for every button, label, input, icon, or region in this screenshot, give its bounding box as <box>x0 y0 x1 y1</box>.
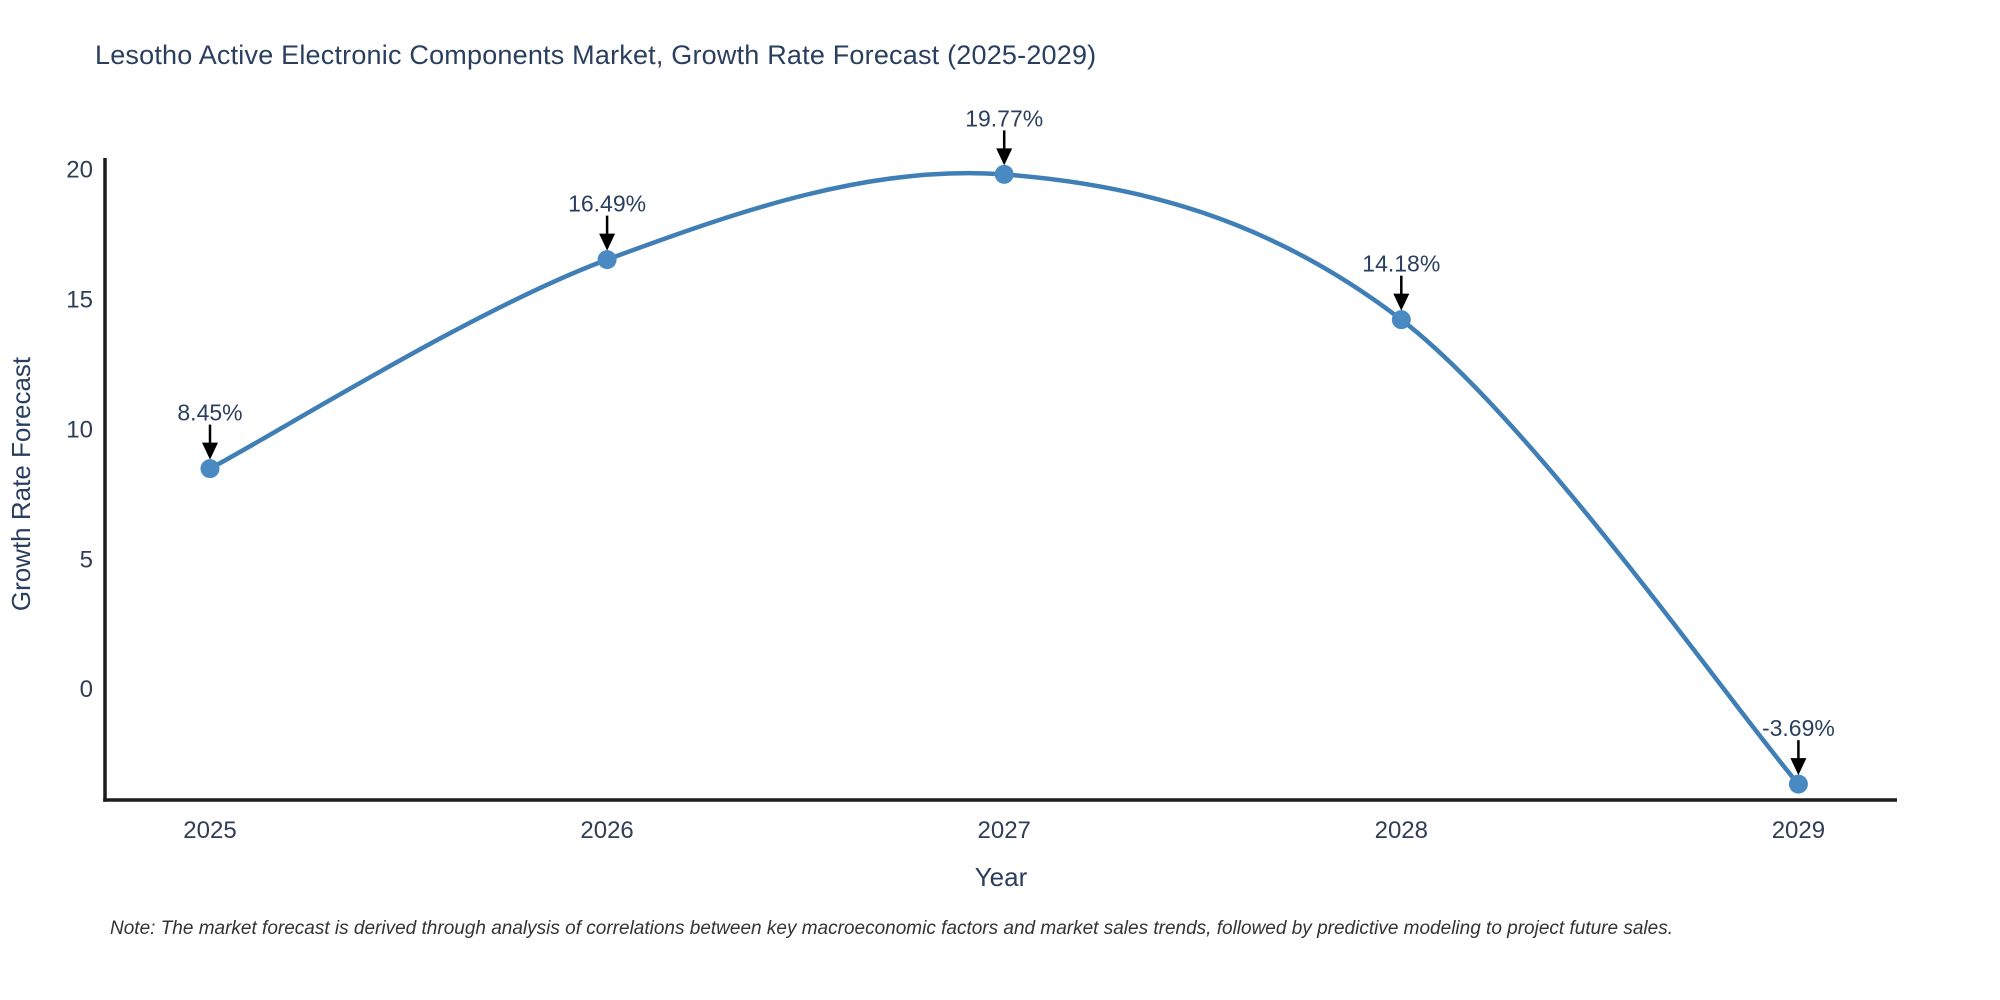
data-series <box>200 164 1808 794</box>
axis-tick-labels: 20 15 10 5 0 2025 2026 2027 2028 2029 <box>66 156 1825 844</box>
point-value-label: 8.45% <box>177 400 242 426</box>
data-point-marker <box>597 250 617 270</box>
annotation-arrowhead-icon <box>996 148 1013 166</box>
series-line <box>207 170 1801 787</box>
y-tick-label: 15 <box>66 286 93 313</box>
x-tick-label: 2025 <box>183 817 236 844</box>
point-value-label: 19.77% <box>965 105 1043 131</box>
annotation-arrowhead-icon <box>599 233 616 251</box>
x-tick-label: 2029 <box>1772 817 1825 844</box>
x-tick-label: 2028 <box>1375 817 1428 844</box>
x-axis-title: Year <box>975 862 1028 892</box>
y-tick-label: 5 <box>80 546 93 573</box>
annotation-arrowhead-icon <box>1790 758 1807 776</box>
point-value-label: -3.69% <box>1762 715 1835 741</box>
y-tick-label: 0 <box>80 676 93 703</box>
chart-footnote: Note: The market forecast is derived thr… <box>110 918 1673 939</box>
data-point-marker <box>200 459 220 479</box>
y-tick-label: 20 <box>66 156 93 183</box>
point-value-label: 14.18% <box>1362 251 1440 277</box>
data-point-marker <box>1391 310 1411 330</box>
x-tick-label: 2027 <box>978 817 1031 844</box>
annotation-arrowhead-icon <box>202 442 218 460</box>
point-value-label: 16.49% <box>568 191 646 217</box>
data-point-marker <box>1788 774 1808 794</box>
annotation-arrowhead-icon <box>1393 293 1410 311</box>
x-tick-label: 2026 <box>580 817 633 844</box>
y-axis-title: Growth Rate Forecast <box>6 356 36 611</box>
data-point-marker <box>994 164 1014 184</box>
chart-title: Lesotho Active Electronic Components Mar… <box>95 40 1097 70</box>
y-tick-label: 10 <box>66 416 93 443</box>
point-annotations: 8.45% 16.49% 19.77% 14.18% -3.69% <box>177 105 1835 776</box>
